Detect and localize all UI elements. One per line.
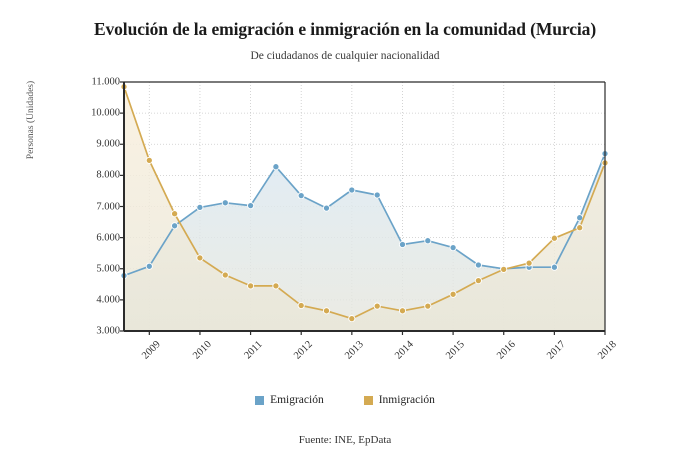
legend-swatch-icon	[255, 395, 265, 405]
line-emigración	[123, 152, 606, 277]
data-point-inmigración[interactable]	[196, 254, 204, 262]
y-tick-label: 11.000	[91, 76, 121, 88]
x-tick-label: 2014	[393, 339, 417, 362]
x-tick-label: 2012	[292, 339, 315, 362]
legend-label: Emigración	[270, 394, 324, 406]
x-tick-label: 2013	[342, 339, 366, 362]
data-point-inmigración[interactable]	[221, 271, 229, 279]
data-point-emigración[interactable]	[272, 163, 280, 171]
data-point-inmigración[interactable]	[398, 307, 407, 315]
data-point-emigración[interactable]	[221, 199, 229, 207]
x-tick-label: 2018	[596, 339, 619, 362]
source-note: Fuente: INE, EpData	[298, 434, 392, 446]
data-point-inmigración[interactable]	[449, 290, 457, 298]
y-tick-label: 7.000	[96, 201, 120, 212]
data-point-inmigración[interactable]	[297, 301, 305, 310]
data-point-inmigración[interactable]	[322, 307, 331, 315]
x-tick-label: 2009	[140, 339, 164, 362]
data-point-inmigración[interactable]	[525, 259, 533, 267]
data-point-inmigración[interactable]	[474, 277, 482, 285]
legend-item[interactable]: Emigración	[255, 394, 324, 406]
y-axis-ticks: 11.000 10.000 9.000 8.000 7.000 6.000 5.000 4.0…	[62, 0, 120, 466]
data-point-inmigración[interactable]	[500, 265, 508, 273]
data-point-emigración[interactable]	[348, 186, 356, 194]
y-tick-label: 10.000	[91, 107, 120, 119]
y-tick-label: 5.000	[96, 263, 120, 275]
legend-swatch-icon	[363, 395, 373, 405]
page-title: Evolución de la emigración e inmigración…	[93, 19, 597, 39]
data-point-inmigración[interactable]	[247, 282, 255, 290]
data-point-inmigración[interactable]	[171, 210, 179, 218]
data-point-emigración[interactable]	[474, 261, 482, 269]
data-point-inmigración[interactable]	[348, 315, 356, 323]
y-tick-label: 6.000	[96, 232, 120, 244]
area-inmigración	[124, 86, 605, 331]
data-point-emigración[interactable]	[247, 202, 255, 210]
line-inmigración	[123, 85, 606, 320]
y-tick-label: 8.000	[96, 169, 120, 181]
data-point-inmigración[interactable]	[576, 224, 584, 232]
page-subtitle: De ciudadanos de cualquier nacionalidad	[250, 50, 440, 62]
legend-item[interactable]: Inmigración	[363, 394, 435, 406]
data-point-emigración[interactable]	[322, 204, 331, 212]
data-point-emigración[interactable]	[297, 192, 305, 200]
data-point-emigración[interactable]	[424, 237, 432, 245]
data-point-emigración[interactable]	[449, 244, 457, 252]
y-tick-label: 4.000	[96, 294, 120, 306]
data-point-emigración[interactable]	[145, 262, 153, 270]
x-tick-label: 2017	[545, 339, 569, 362]
data-point-emigración[interactable]	[171, 222, 179, 230]
data-point-inmigración[interactable]	[272, 282, 280, 290]
y-tick-label: 9.000	[96, 138, 120, 150]
data-point-emigración[interactable]	[373, 191, 381, 199]
data-point-inmigración[interactable]	[424, 302, 432, 310]
data-point-emigración[interactable]	[550, 263, 558, 271]
legend-label: Inmigración	[378, 394, 435, 406]
data-point-emigración[interactable]	[196, 203, 204, 211]
data-point-emigración[interactable]	[398, 240, 407, 249]
x-tick-label: 2011	[241, 339, 265, 362]
data-point-inmigración[interactable]	[373, 302, 381, 310]
x-tick-label: 2015	[444, 339, 467, 362]
data-point-inmigración[interactable]	[145, 156, 153, 164]
data-point-inmigración[interactable]	[550, 234, 558, 242]
x-tick-label: 2010	[191, 339, 214, 362]
chart-legend: Emigración Inmigración	[0, 394, 690, 406]
y-tick-label: 3.000	[96, 325, 120, 337]
x-tick-label: 2016	[494, 339, 518, 362]
